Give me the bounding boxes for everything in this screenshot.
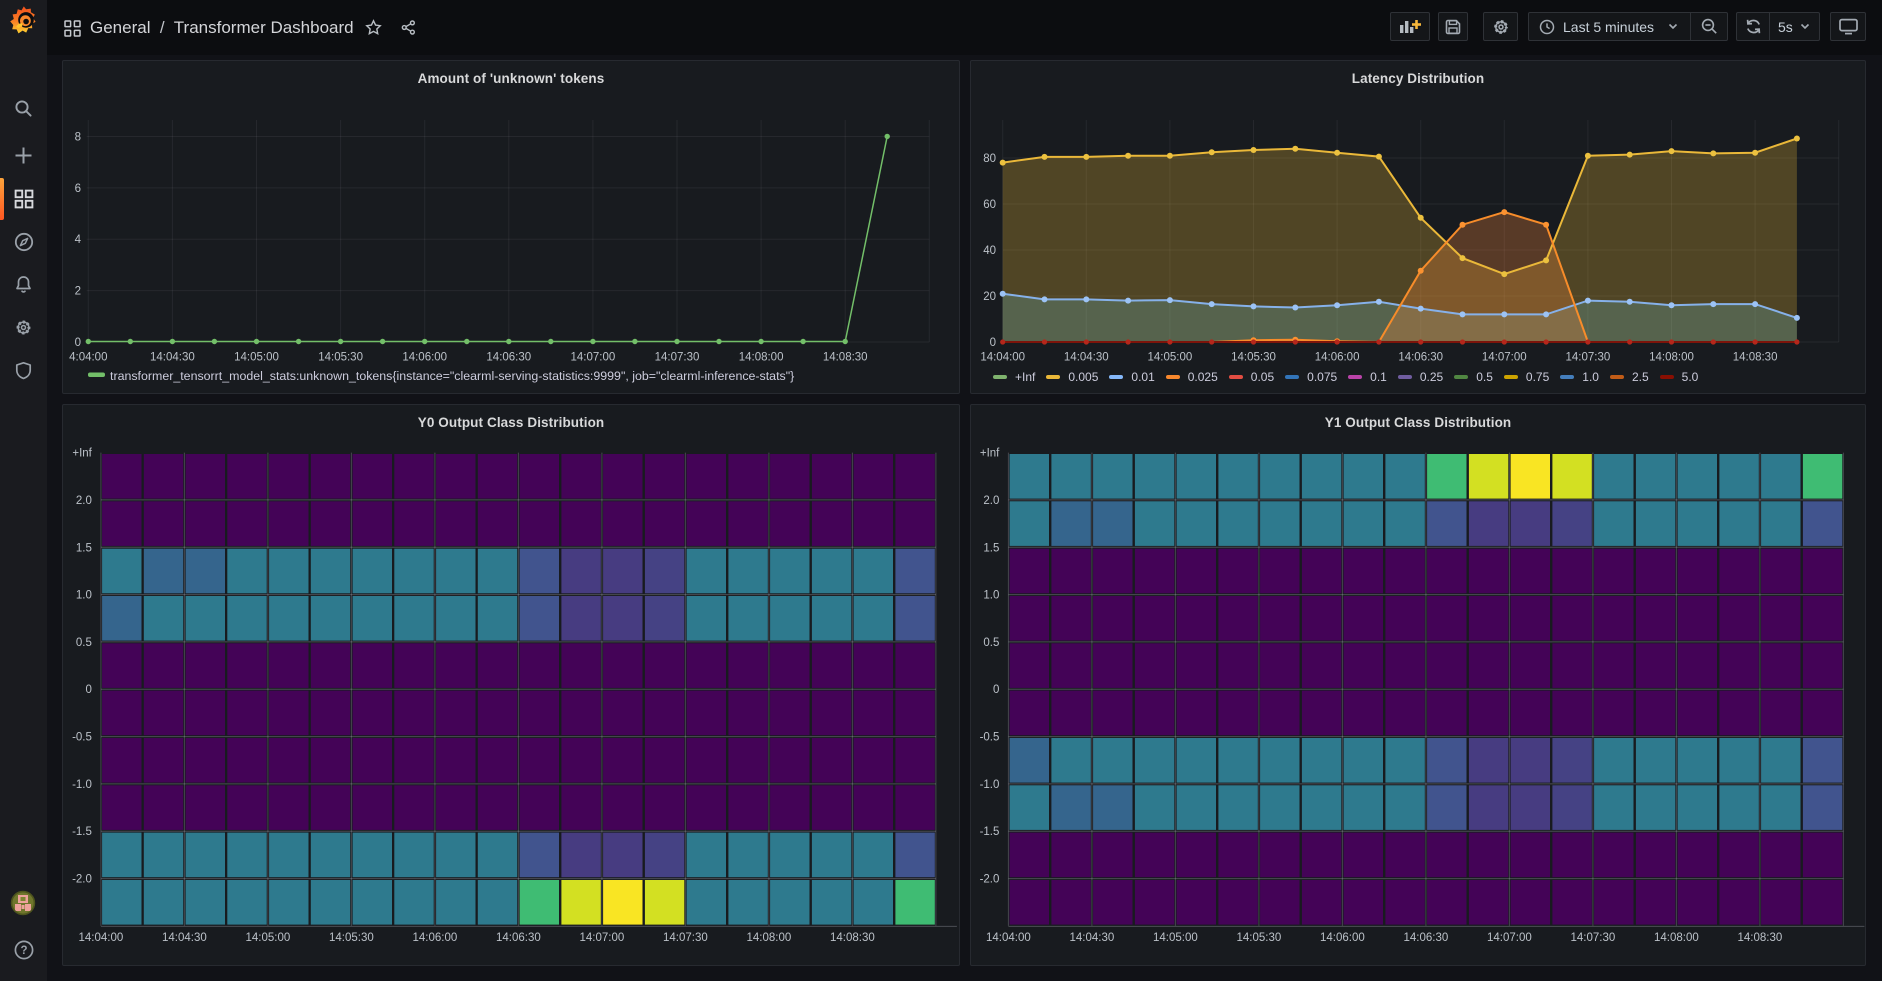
svg-text:14:04:00: 14:04:00	[79, 932, 124, 944]
svg-text:0: 0	[75, 337, 81, 349]
svg-text:-1.0: -1.0	[980, 779, 1000, 791]
svg-text:0: 0	[990, 337, 996, 349]
svg-text:14:06:30: 14:06:30	[486, 352, 531, 364]
svg-text:14:05:00: 14:05:00	[246, 932, 291, 944]
svg-text:14:08:30: 14:08:30	[823, 352, 868, 364]
svg-text:14:07:30: 14:07:30	[655, 352, 700, 364]
svg-text:14:06:00: 14:06:00	[1320, 932, 1365, 944]
svg-text:2.0: 2.0	[76, 495, 92, 507]
svg-text:14:04:30: 14:04:30	[1070, 932, 1115, 944]
svg-text:-2.0: -2.0	[980, 874, 1000, 886]
svg-text:14:08:30: 14:08:30	[1733, 352, 1778, 364]
svg-text:transformer_tensorrt_model_sta: transformer_tensorrt_model_stats:unknown…	[110, 369, 794, 383]
svg-text:2: 2	[75, 286, 81, 298]
svg-text:0: 0	[85, 684, 91, 696]
svg-text:14:05:00: 14:05:00	[1148, 352, 1193, 364]
svg-text:14:05:30: 14:05:30	[1237, 932, 1282, 944]
svg-text:14:07:00: 14:07:00	[580, 932, 625, 944]
svg-text:4:04:00: 4:04:00	[69, 352, 107, 364]
svg-text:14:06:30: 14:06:30	[496, 932, 541, 944]
svg-text:14:06:30: 14:06:30	[1404, 932, 1449, 944]
svg-text:14:05:30: 14:05:30	[1231, 352, 1276, 364]
svg-text:14:05:00: 14:05:00	[1153, 932, 1198, 944]
svg-text:-1.0: -1.0	[72, 779, 92, 791]
svg-text:-1.5: -1.5	[980, 826, 1000, 838]
svg-text:80: 80	[983, 153, 996, 165]
svg-text:14:06:00: 14:06:00	[402, 352, 447, 364]
svg-text:-2.0: -2.0	[72, 874, 92, 886]
svg-text:14:05:00: 14:05:00	[234, 352, 279, 364]
svg-text:14:08:30: 14:08:30	[1738, 932, 1783, 944]
svg-text:14:06:30: 14:06:30	[1398, 352, 1443, 364]
svg-text:14:04:30: 14:04:30	[150, 352, 195, 364]
svg-text:20: 20	[983, 291, 996, 303]
svg-text:-1.5: -1.5	[72, 826, 92, 838]
svg-text:4: 4	[75, 234, 82, 246]
svg-text:1.5: 1.5	[983, 542, 999, 554]
svg-text:60: 60	[983, 199, 996, 211]
svg-text:14:04:30: 14:04:30	[162, 932, 207, 944]
svg-text:14:08:00: 14:08:00	[739, 352, 784, 364]
svg-text:1.5: 1.5	[76, 542, 92, 554]
svg-text:0.5: 0.5	[983, 637, 999, 649]
svg-text:+Inf: +Inf	[72, 448, 92, 460]
svg-text:?: ?	[20, 945, 27, 957]
svg-text:-0.5: -0.5	[980, 732, 1000, 744]
svg-text:14:08:00: 14:08:00	[747, 932, 792, 944]
svg-text:1.0: 1.0	[76, 590, 92, 602]
svg-text:14:05:30: 14:05:30	[318, 352, 363, 364]
svg-text:14:06:00: 14:06:00	[1315, 352, 1360, 364]
svg-text:+Inf: +Inf	[980, 448, 1000, 460]
svg-text:14:04:30: 14:04:30	[1064, 352, 1109, 364]
svg-text:14:04:00: 14:04:00	[980, 352, 1025, 364]
svg-text:14:08:00: 14:08:00	[1649, 352, 1694, 364]
svg-text:14:06:00: 14:06:00	[413, 932, 458, 944]
svg-text:14:07:00: 14:07:00	[1482, 352, 1527, 364]
svg-text:8: 8	[75, 132, 81, 144]
svg-text:14:07:00: 14:07:00	[571, 352, 616, 364]
svg-text:40: 40	[983, 245, 996, 257]
svg-text:0.5: 0.5	[76, 637, 92, 649]
svg-text:-0.5: -0.5	[72, 732, 92, 744]
svg-text:14:07:30: 14:07:30	[663, 932, 708, 944]
svg-text:14:08:00: 14:08:00	[1654, 932, 1699, 944]
svg-text:14:04:00: 14:04:00	[986, 932, 1031, 944]
svg-text:14:07:30: 14:07:30	[1571, 932, 1616, 944]
svg-text:14:08:30: 14:08:30	[830, 932, 875, 944]
svg-text:0: 0	[993, 684, 999, 696]
svg-text:1.0: 1.0	[983, 590, 999, 602]
svg-text:14:07:00: 14:07:00	[1487, 932, 1532, 944]
svg-text:14:05:30: 14:05:30	[329, 932, 374, 944]
svg-text:2.0: 2.0	[983, 495, 999, 507]
svg-text:14:07:30: 14:07:30	[1566, 352, 1611, 364]
svg-text:6: 6	[75, 183, 81, 195]
